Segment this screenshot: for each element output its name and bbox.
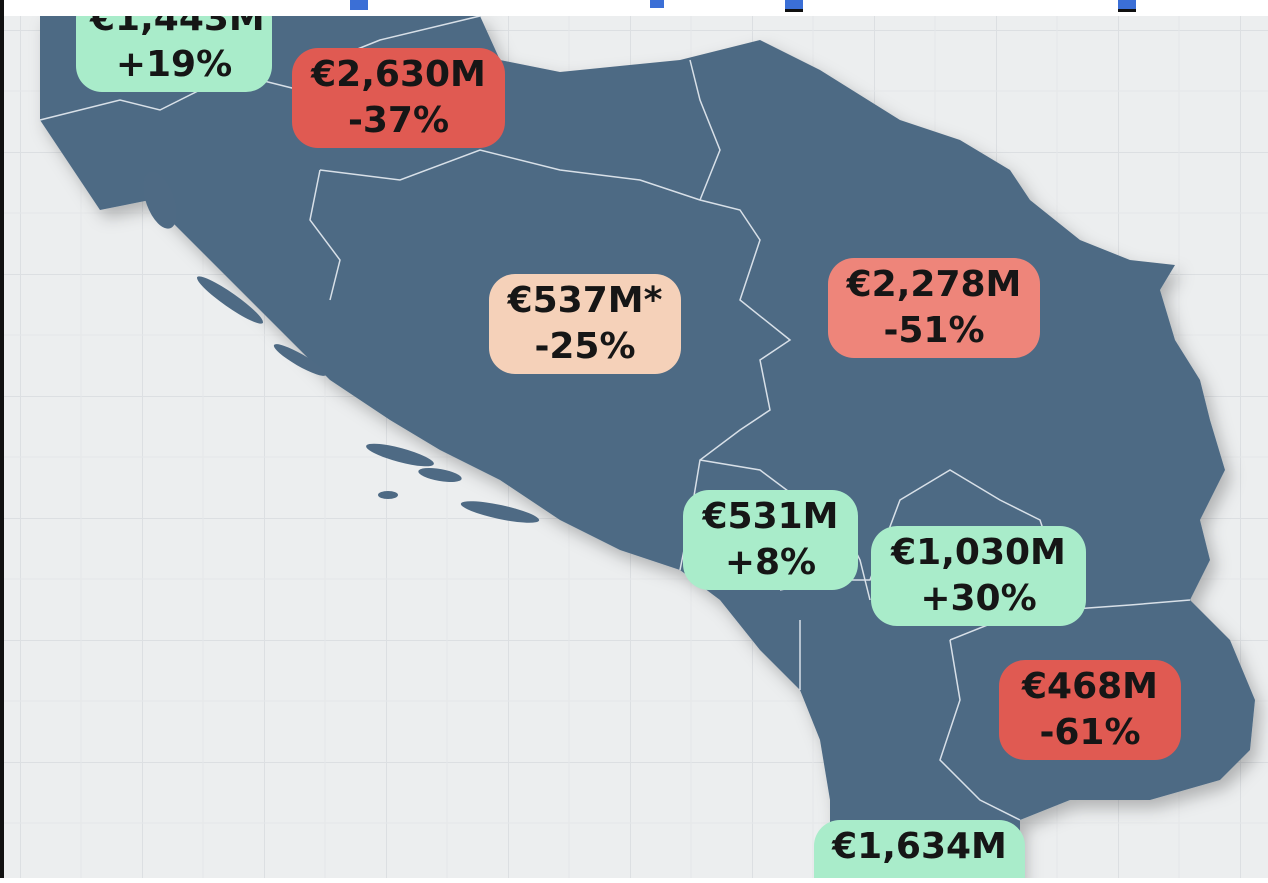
amount: €531M xyxy=(702,496,839,537)
change: +19% xyxy=(115,44,233,85)
amount: €1,030M xyxy=(891,532,1066,573)
top-bar-marks xyxy=(350,0,1136,12)
change: -37% xyxy=(347,100,450,141)
frame-edge xyxy=(0,878,1268,883)
amount: €2,630M xyxy=(311,54,486,95)
frame-edge xyxy=(0,0,4,883)
change: +8% xyxy=(724,542,817,583)
change: -25% xyxy=(534,326,636,367)
amount: €537M* xyxy=(507,280,663,321)
top-bar xyxy=(0,0,1268,16)
value-label: €468M -61% xyxy=(999,660,1181,760)
change: -61% xyxy=(1039,712,1141,753)
value-label: €2,630M -37% xyxy=(292,48,505,148)
value-label: €2,278M -51% xyxy=(828,258,1040,358)
value-label: €537M* -25% xyxy=(489,274,681,374)
value-label: €1,030M +30% xyxy=(871,526,1086,626)
islands xyxy=(143,171,540,523)
change: +30% xyxy=(920,578,1037,619)
value-label: €1,634M xyxy=(814,820,1025,883)
land xyxy=(40,16,1255,883)
amount: €2,278M xyxy=(846,264,1022,305)
change: -51% xyxy=(883,310,985,351)
amount: €468M xyxy=(1021,666,1159,707)
amount: €1,634M xyxy=(832,826,1007,867)
value-label: €531M +8% xyxy=(683,490,858,590)
